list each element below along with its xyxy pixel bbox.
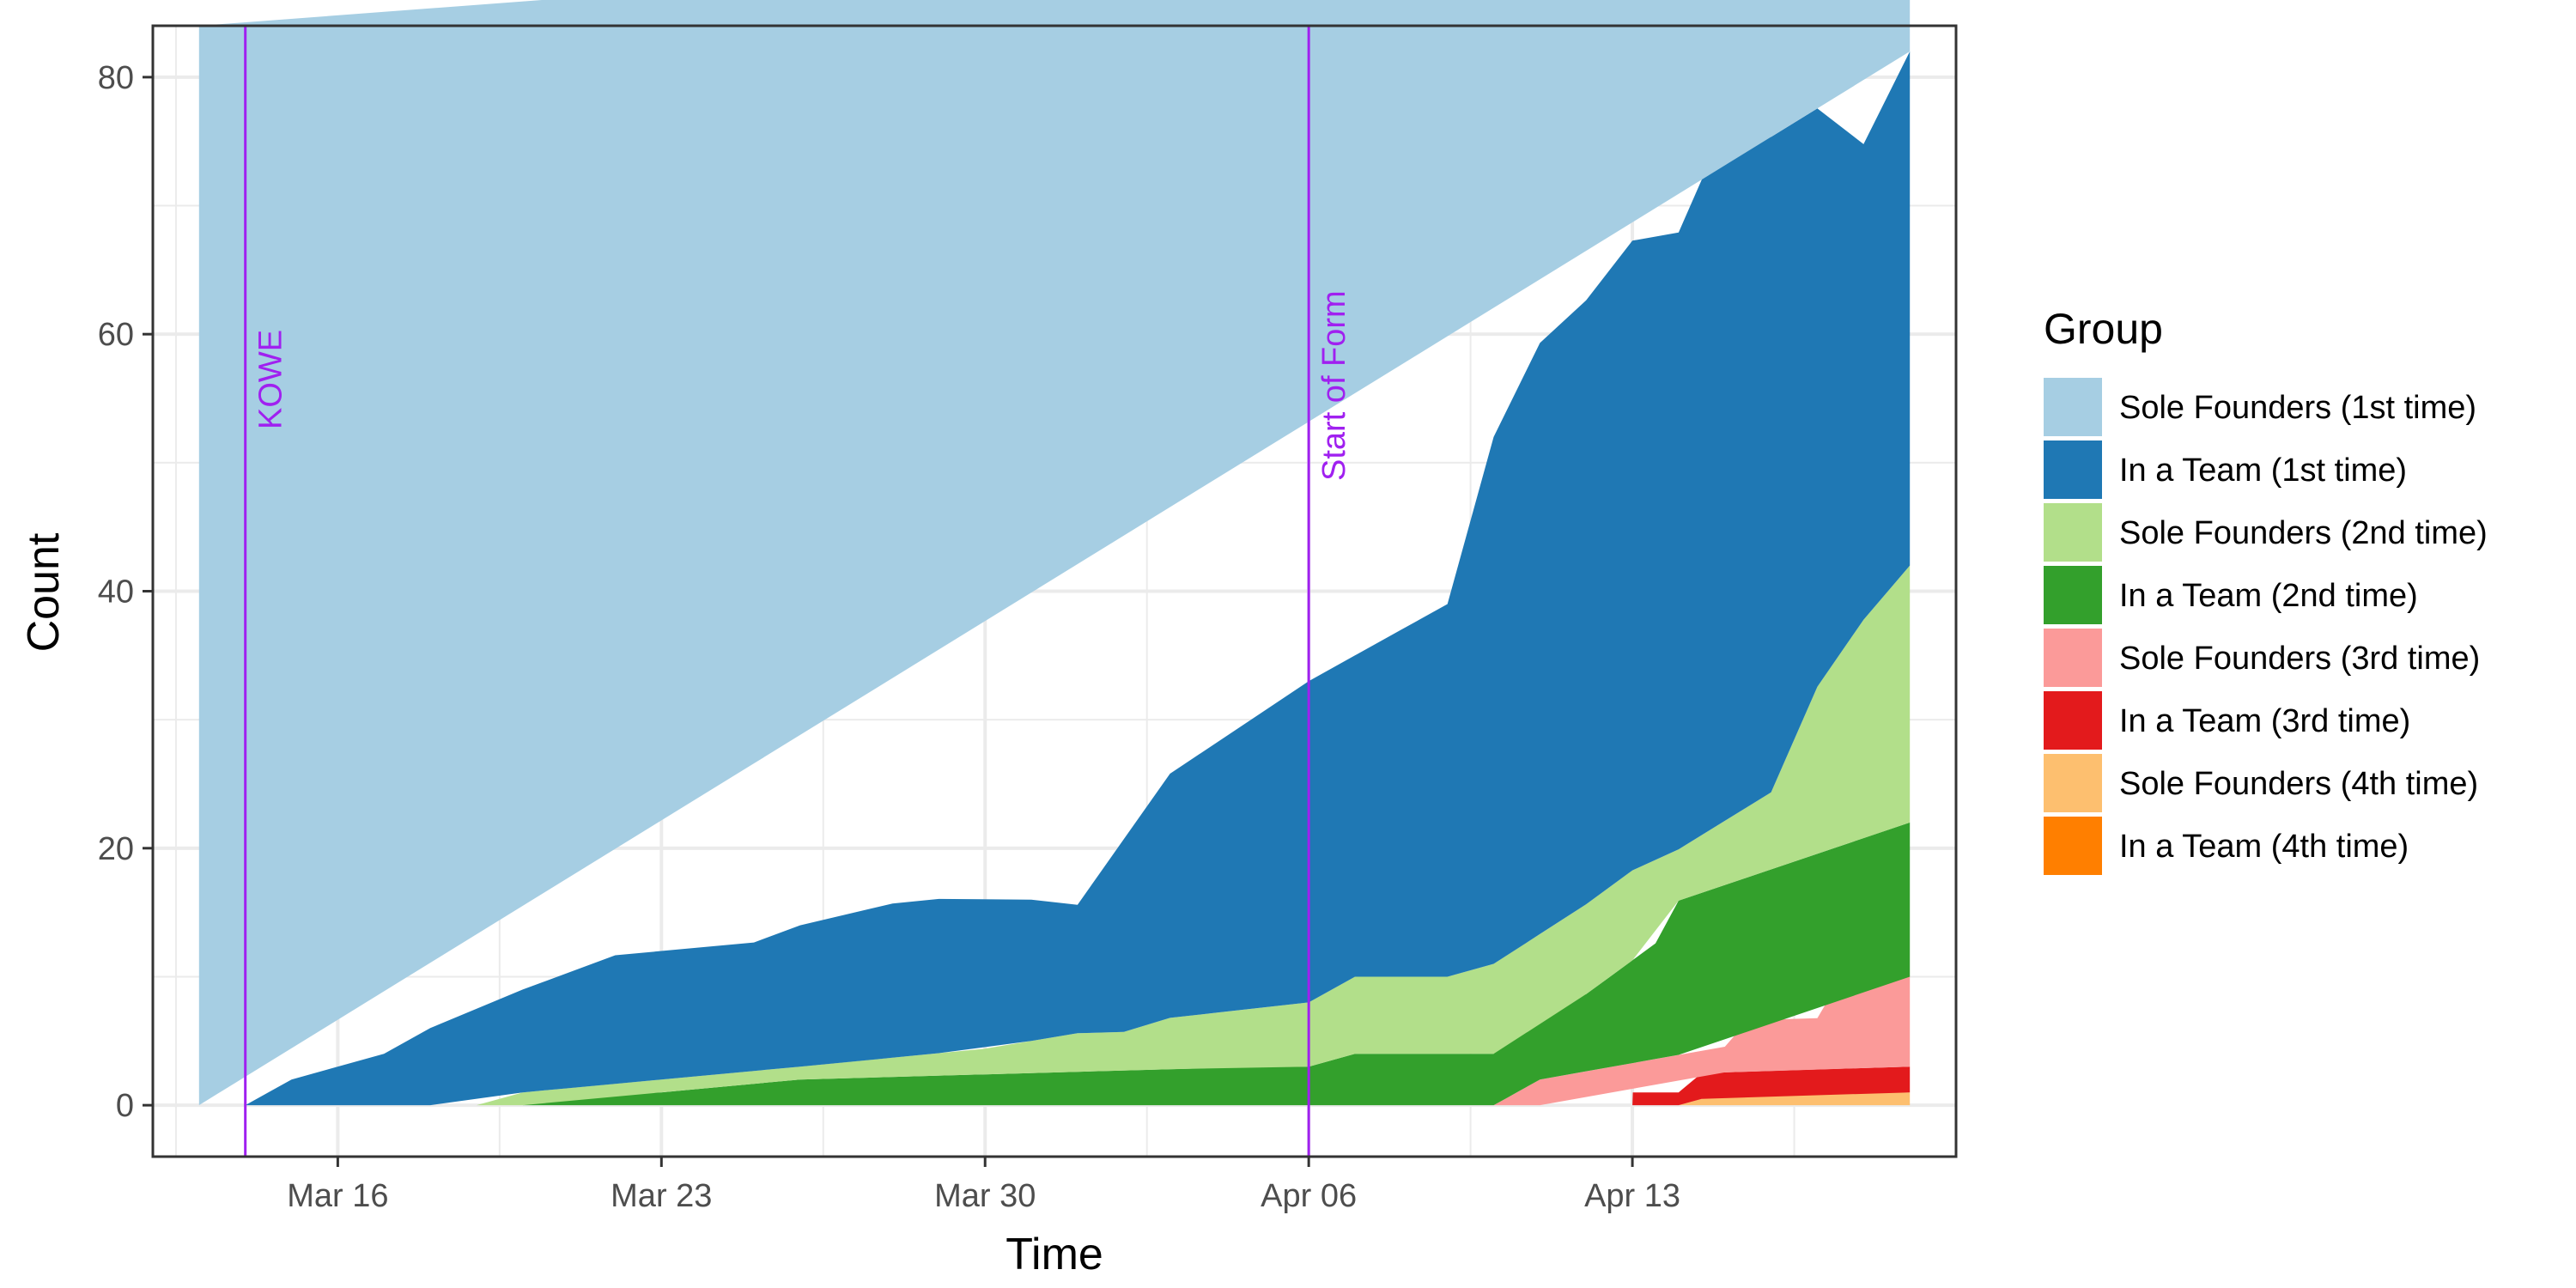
annotation-layer: KOWE Start of Form — [244, 26, 1352, 1157]
legend-key — [2044, 566, 2102, 624]
area-series-5 — [198, 565, 1911, 1106]
legend-key — [2044, 754, 2102, 812]
area-series-6 — [198, 51, 1911, 1106]
y-tick-label: 60 — [98, 317, 134, 353]
annotation-label-0: KOWE — [253, 330, 289, 429]
area-layer — [198, 0, 1911, 1106]
y-axis-title: Count — [19, 532, 69, 652]
x-tick-label: Apr 06 — [1261, 1178, 1357, 1214]
y-tick-label: 20 — [98, 831, 134, 867]
legend: Group Sole Founders (1st time) In a Team … — [2044, 305, 2488, 875]
legend-label: In a Team (4th time) — [2119, 829, 2409, 865]
annotation-label-1: Start of Form — [1316, 290, 1352, 481]
y-tick-label: 0 — [116, 1088, 134, 1124]
legend-key — [2044, 691, 2102, 750]
legend-key — [2044, 817, 2102, 875]
legend-key — [2044, 503, 2102, 562]
legend-title: Group — [2044, 305, 2163, 353]
legend-label: Sole Founders (4th time) — [2119, 766, 2478, 802]
x-tick-label: Mar 16 — [287, 1178, 388, 1214]
x-tick-label: Mar 23 — [611, 1178, 712, 1214]
area-series-7 — [198, 0, 1911, 1106]
legend-label: Sole Founders (1st time) — [2119, 390, 2476, 426]
x-tick-label: Mar 30 — [934, 1178, 1036, 1214]
legend-label: In a Team (3rd time) — [2119, 703, 2410, 739]
y-tick-label: 40 — [98, 574, 134, 611]
x-axis-title: Time — [1005, 1230, 1103, 1279]
axis-layer: 0 20 40 60 80 Mar 16 Mar 23 Mar 30 Apr 06 Apr 13 — [98, 60, 1680, 1214]
legend-label: Sole Founders (3rd time) — [2119, 641, 2480, 677]
legend-key — [2044, 629, 2102, 687]
x-tick-label: Apr 13 — [1584, 1178, 1680, 1214]
legend-key — [2044, 378, 2102, 436]
legend-label: In a Team (1st time) — [2119, 453, 2407, 489]
legend-label: In a Team (2nd time) — [2119, 578, 2418, 614]
legend-key — [2044, 440, 2102, 499]
legend-label: Sole Founders (2nd time) — [2119, 515, 2488, 551]
y-tick-label: 80 — [98, 60, 134, 96]
